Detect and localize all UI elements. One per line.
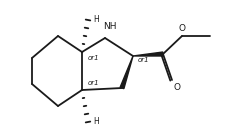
Text: O: O [173, 83, 180, 92]
Text: O: O [178, 24, 185, 33]
Polygon shape [120, 56, 132, 89]
Text: or1: or1 [88, 55, 99, 61]
Text: or1: or1 [88, 80, 99, 86]
Text: NH: NH [103, 22, 116, 31]
Text: H: H [93, 15, 98, 25]
Polygon shape [132, 52, 162, 56]
Text: H: H [93, 117, 98, 127]
Text: or1: or1 [137, 57, 149, 63]
